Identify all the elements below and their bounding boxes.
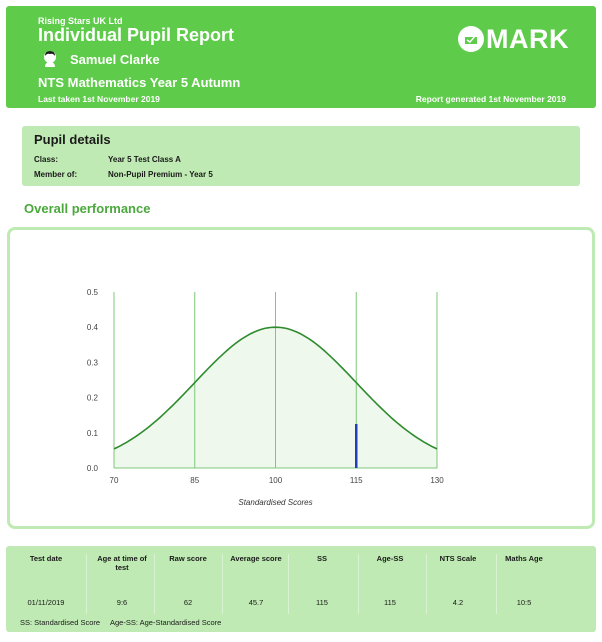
company-name: Rising Stars UK Ltd — [38, 16, 123, 26]
age-at-test-header: Age at time of test — [97, 554, 147, 572]
report-header: Rising Stars UK Ltd Individual Pupil Rep… — [6, 6, 596, 108]
column-divider — [154, 554, 155, 614]
column-divider — [86, 554, 87, 614]
class-label: Class: — [34, 155, 59, 164]
y-tick-label: 0.4 — [87, 323, 99, 332]
x-tick-label: 85 — [190, 476, 199, 485]
x-axis-label: Standardised Scores — [238, 498, 312, 507]
col-age-ss: Age-SS 115 — [358, 554, 422, 616]
age-at-test-value: 9:6 — [116, 598, 128, 607]
test-date-value: 01/11/2019 — [27, 598, 65, 607]
logo-text: MARK — [486, 23, 569, 54]
col-ss: SS 115 — [290, 554, 354, 616]
x-tick-label: 115 — [350, 476, 363, 485]
age-ss-header: Age-SS — [376, 554, 404, 563]
performance-chart-panel: 0.0 0.1 0.2 0.3 0.4 0.5 70 85 100 115 130 Standardi… — [7, 227, 595, 529]
average-score-header: Average score — [230, 554, 282, 563]
col-age-at-test: Age at time of test 9:6 — [90, 554, 154, 616]
class-value: Year 5 Test Class A — [108, 155, 181, 164]
y-tick-label: 0.1 — [87, 429, 99, 438]
x-tick-label: 70 — [110, 476, 119, 485]
col-average-score: Average score 45.7 — [224, 554, 288, 616]
ss-value: 115 — [316, 598, 328, 607]
pupil-name: Samuel Clarke — [70, 52, 160, 67]
column-divider — [222, 554, 223, 614]
raw-score-header: Raw score — [169, 554, 207, 563]
report-title: Individual Pupil Report — [38, 25, 235, 45]
x-tick-label: 100 — [269, 476, 283, 485]
age-ss-value: 115 — [384, 598, 396, 607]
raw-score-value: 62 — [183, 598, 193, 607]
member-of-value: Non-Pupil Premium - Year 5 — [108, 170, 213, 179]
column-divider — [426, 554, 427, 614]
report-generated-date: Report generated 1st November 2019 — [415, 94, 566, 104]
age-ss-legend: Age-SS: Age-Standardised Score — [110, 618, 222, 627]
column-divider — [496, 554, 497, 614]
col-maths-age: Maths Age 10:5 — [492, 554, 556, 616]
pupil-details-title: Pupil details — [34, 132, 111, 147]
test-date-header: Test date — [29, 554, 63, 563]
col-nts-scale: NTS Scale 4.2 — [426, 554, 490, 616]
y-tick-label: 0.3 — [87, 358, 99, 367]
results-panel: Test date 01/11/2019 Age at time of test… — [6, 546, 596, 632]
test-name: NTS Mathematics Year 5 Autumn — [38, 75, 241, 90]
column-divider — [358, 554, 359, 614]
distribution-chart: 0.0 0.1 0.2 0.3 0.4 0.5 70 85 100 115 130 Standardi… — [87, 288, 444, 507]
average-score-value: 45.7 — [248, 598, 264, 607]
pupil-avatar-icon — [44, 51, 56, 67]
mark-logo: MARK — [458, 24, 569, 54]
maths-age-value: 10:5 — [516, 598, 532, 607]
y-tick-label: 0.5 — [87, 288, 99, 297]
maths-age-header: Maths Age — [505, 554, 543, 563]
y-tick-label: 0.0 — [87, 464, 99, 473]
pupil-details-panel: Pupil details Class: Year 5 Test Class A… — [22, 126, 580, 186]
x-tick-label: 130 — [430, 476, 444, 485]
column-divider — [288, 554, 289, 614]
distribution-curve — [113, 326, 438, 450]
ss-header: SS — [316, 554, 327, 563]
member-of-label: Member of: — [34, 170, 78, 179]
ss-legend: SS: Standardised Score — [20, 618, 101, 627]
last-taken-date: Last taken 1st November 2019 — [38, 94, 160, 104]
col-raw-score: Raw score 62 — [156, 554, 220, 616]
overall-performance-title: Overall performance — [24, 201, 151, 216]
nts-scale-header: NTS Scale — [439, 554, 477, 563]
mark-logo-icon — [458, 26, 484, 52]
y-tick-label: 0.2 — [87, 394, 99, 403]
col-test-date: Test date 01/11/2019 — [14, 554, 78, 616]
nts-scale-value: 4.2 — [452, 598, 464, 607]
